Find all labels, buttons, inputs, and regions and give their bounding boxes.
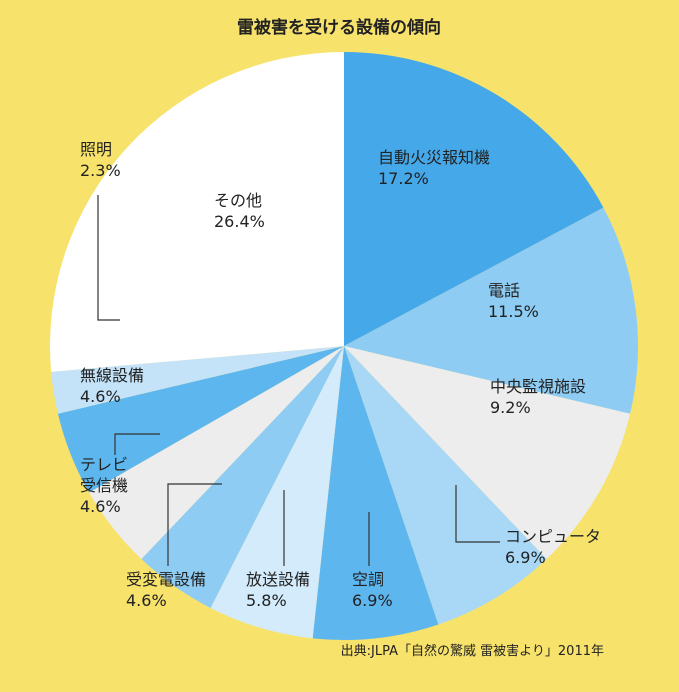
slice-4	[312, 346, 439, 640]
slice-label-5: 放送設備 5.8%	[246, 570, 310, 610]
leader-line-6	[167, 483, 222, 566]
slice-label-7: テレビ受信機 4.6%	[80, 455, 128, 516]
leader-line-9	[97, 195, 120, 321]
slice-name-4: 空調	[352, 570, 384, 589]
slice-label-9: 照明 2.3%	[80, 140, 121, 180]
slice-label-6: 受変電設備 4.6%	[126, 570, 206, 610]
slice-10	[50, 52, 344, 372]
chart-title: 雷被害を受ける設備の傾向	[237, 17, 441, 38]
slice-value-7: 4.6%	[80, 497, 121, 516]
slice-name-6: 受変電設備	[126, 570, 206, 589]
slice-name-7: 受信機	[80, 476, 128, 495]
slice-label-0: 自動火災報知機 17.2%	[378, 148, 490, 188]
slice-value-6: 4.6%	[126, 591, 167, 610]
slice-value-4: 6.9%	[352, 591, 393, 610]
slice-name-10: その他	[214, 191, 262, 210]
slice-1	[344, 207, 638, 414]
slice-name-8: 無線設備	[80, 366, 144, 385]
slice-value-0: 17.2%	[378, 169, 429, 188]
slice-name-9: 照明	[80, 140, 112, 159]
slice-value-1: 11.5%	[488, 302, 539, 321]
slice-5	[210, 346, 344, 639]
slice-label-8: 無線設備 4.6%	[80, 366, 144, 406]
slice-name-7: テレビ	[80, 455, 128, 474]
slice-name-1: 電話	[488, 281, 520, 300]
slice-0	[344, 52, 604, 346]
source-note: 出典:JLPA「自然の驚威 雷被害より」2011年	[341, 643, 604, 659]
slice-name-0: 自動火災報知機	[378, 148, 490, 167]
slice-value-8: 4.6%	[80, 387, 121, 406]
slice-name-5: 放送設備	[246, 570, 310, 589]
slice-value-5: 5.8%	[246, 591, 287, 610]
slice-9	[51, 346, 344, 414]
slice-label-4: 空調 6.9%	[352, 570, 393, 610]
slice-label-1: 電話 11.5%	[488, 281, 539, 321]
slice-label-2: 中央監視施設 9.2%	[490, 377, 586, 417]
slice-name-3: コンピュータ	[505, 527, 601, 546]
slice-2	[344, 346, 631, 560]
slice-6	[141, 346, 344, 608]
slice-7	[89, 346, 344, 560]
slice-8	[57, 346, 344, 493]
slice-label-3: コンピュータ 6.9%	[505, 527, 601, 567]
slice-name-2: 中央監視施設	[490, 377, 586, 396]
slice-labels: 自動火災報知機 17.2%電話 11.5%中央監視施設 9.2%コンピュータ 6.9%空…	[80, 140, 601, 610]
pie-slices	[50, 52, 638, 640]
slice-value-9: 2.3%	[80, 161, 121, 180]
slice-value-2: 9.2%	[490, 398, 531, 417]
slice-value-10: 26.4%	[214, 212, 265, 231]
slice-label-10: その他 26.4%	[214, 191, 265, 231]
leader-line-7	[114, 433, 160, 455]
slice-value-3: 6.9%	[505, 548, 546, 567]
slice-3	[344, 346, 547, 625]
leader-lines	[97, 195, 500, 566]
leader-line-3	[455, 485, 500, 543]
